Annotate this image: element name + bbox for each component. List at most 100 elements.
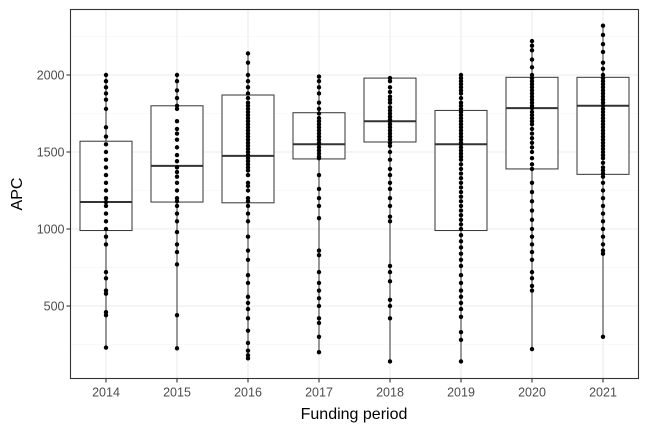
- data-point-2019: [458, 151, 464, 156]
- data-point-2021: [600, 211, 606, 216]
- data-point-2021: [600, 165, 606, 170]
- data-point-2015: [174, 88, 180, 93]
- data-point-2019: [458, 208, 464, 213]
- data-point-2019: [458, 359, 464, 364]
- x-tick-label: 2017: [305, 386, 333, 400]
- data-point-2021: [600, 32, 606, 38]
- data-point-2020: [529, 38, 535, 44]
- data-point-2019: [458, 263, 464, 269]
- x-tick-label: 2020: [518, 386, 546, 400]
- data-point-2016: [245, 180, 251, 185]
- data-point-2014: [103, 165, 109, 170]
- data-point-2020: [529, 131, 535, 136]
- data-point-2017: [316, 137, 322, 142]
- data-point-2019: [458, 257, 464, 262]
- data-point-2018: [387, 89, 393, 95]
- data-point-2017: [316, 134, 322, 139]
- data-point-2014: [103, 199, 109, 205]
- data-point-2020: [529, 105, 535, 111]
- data-point-2020: [529, 149, 535, 155]
- data-point-2020: [529, 97, 535, 102]
- data-point-2018: [387, 172, 393, 178]
- data-point-2019: [458, 217, 464, 222]
- data-point-2018: [387, 108, 393, 113]
- data-point-2016: [245, 356, 251, 361]
- axes: 500 1000 1500 2000 2014 2015 2016 2017 2018 2019 2…: [37, 69, 617, 400]
- data-point-2016: [245, 103, 251, 109]
- data-point-2016: [245, 219, 251, 224]
- data-point-2017: [316, 122, 322, 127]
- data-point-2016: [245, 112, 251, 118]
- data-point-2016: [245, 273, 251, 278]
- data-point-2019: [458, 122, 464, 127]
- data-point-2019: [458, 185, 464, 190]
- data-point-2020: [529, 217, 535, 222]
- data-point-2014: [103, 309, 109, 315]
- data-point-2016: [245, 172, 251, 178]
- data-point-2018: [387, 94, 393, 99]
- y-tick-label: 1000: [37, 223, 65, 237]
- data-point-2016: [245, 149, 251, 155]
- data-point-2021: [600, 60, 606, 65]
- data-point-2016: [245, 159, 251, 164]
- data-point-2021: [600, 140, 606, 145]
- data-point-2017: [316, 142, 322, 147]
- data-point-2021: [600, 66, 606, 72]
- data-point-2019: [458, 119, 464, 124]
- data-point-2015: [174, 199, 180, 204]
- data-point-2017: [316, 172, 322, 178]
- data-point-2021: [600, 100, 606, 105]
- panel-border: [69, 8, 640, 380]
- data-point-2016: [245, 137, 251, 142]
- y-tick-label: 1500: [37, 146, 65, 160]
- y-tick-label: 2000: [37, 69, 65, 83]
- data-point-2015: [174, 119, 180, 124]
- data-point-2021: [600, 168, 606, 173]
- data-point-2017: [316, 85, 322, 90]
- data-point-2016: [245, 211, 251, 216]
- data-point-2019: [458, 280, 464, 286]
- data-point-2020: [529, 135, 535, 141]
- data-point-2020: [529, 78, 535, 84]
- data-point-2014: [103, 180, 109, 185]
- data-point-2016: [245, 51, 251, 56]
- data-point-2017: [316, 248, 322, 253]
- data-point-2014: [103, 72, 109, 78]
- data-point-2019: [458, 175, 464, 181]
- data-point-2019: [458, 131, 464, 136]
- data-point-2018: [387, 140, 393, 145]
- data-point-2021: [600, 122, 606, 127]
- data-point-2016: [245, 234, 251, 239]
- data-point-2014: [103, 91, 109, 96]
- data-point-2015: [174, 188, 180, 193]
- data-point-2020: [529, 112, 535, 118]
- data-point-2018: [387, 203, 393, 209]
- data-point-2020: [529, 283, 535, 289]
- data-points: [103, 23, 606, 364]
- data-point-2019: [458, 154, 464, 159]
- data-point-2014: [103, 196, 109, 201]
- data-point-2020: [529, 43, 535, 48]
- data-point-2019: [458, 88, 464, 93]
- data-point-2015: [174, 262, 180, 267]
- data-point-2014: [103, 106, 109, 112]
- data-point-2016: [245, 143, 251, 149]
- data-point-2016: [245, 188, 251, 193]
- data-point-2017: [316, 186, 322, 192]
- y-tick-label: 500: [44, 300, 65, 314]
- data-point-2021: [600, 196, 606, 201]
- data-point-2019: [458, 157, 464, 162]
- data-point-2021: [600, 109, 606, 115]
- data-point-2015: [174, 211, 180, 216]
- data-point-2021: [600, 78, 606, 84]
- data-point-2017: [316, 196, 322, 201]
- data-point-2019: [458, 142, 464, 147]
- data-point-2021: [600, 72, 606, 78]
- data-point-2016: [245, 122, 251, 127]
- x-tick-label: 2018: [376, 386, 404, 400]
- data-point-2021: [600, 23, 606, 28]
- data-point-2019: [458, 75, 464, 81]
- data-point-2016: [245, 109, 251, 115]
- data-point-2020: [529, 162, 535, 167]
